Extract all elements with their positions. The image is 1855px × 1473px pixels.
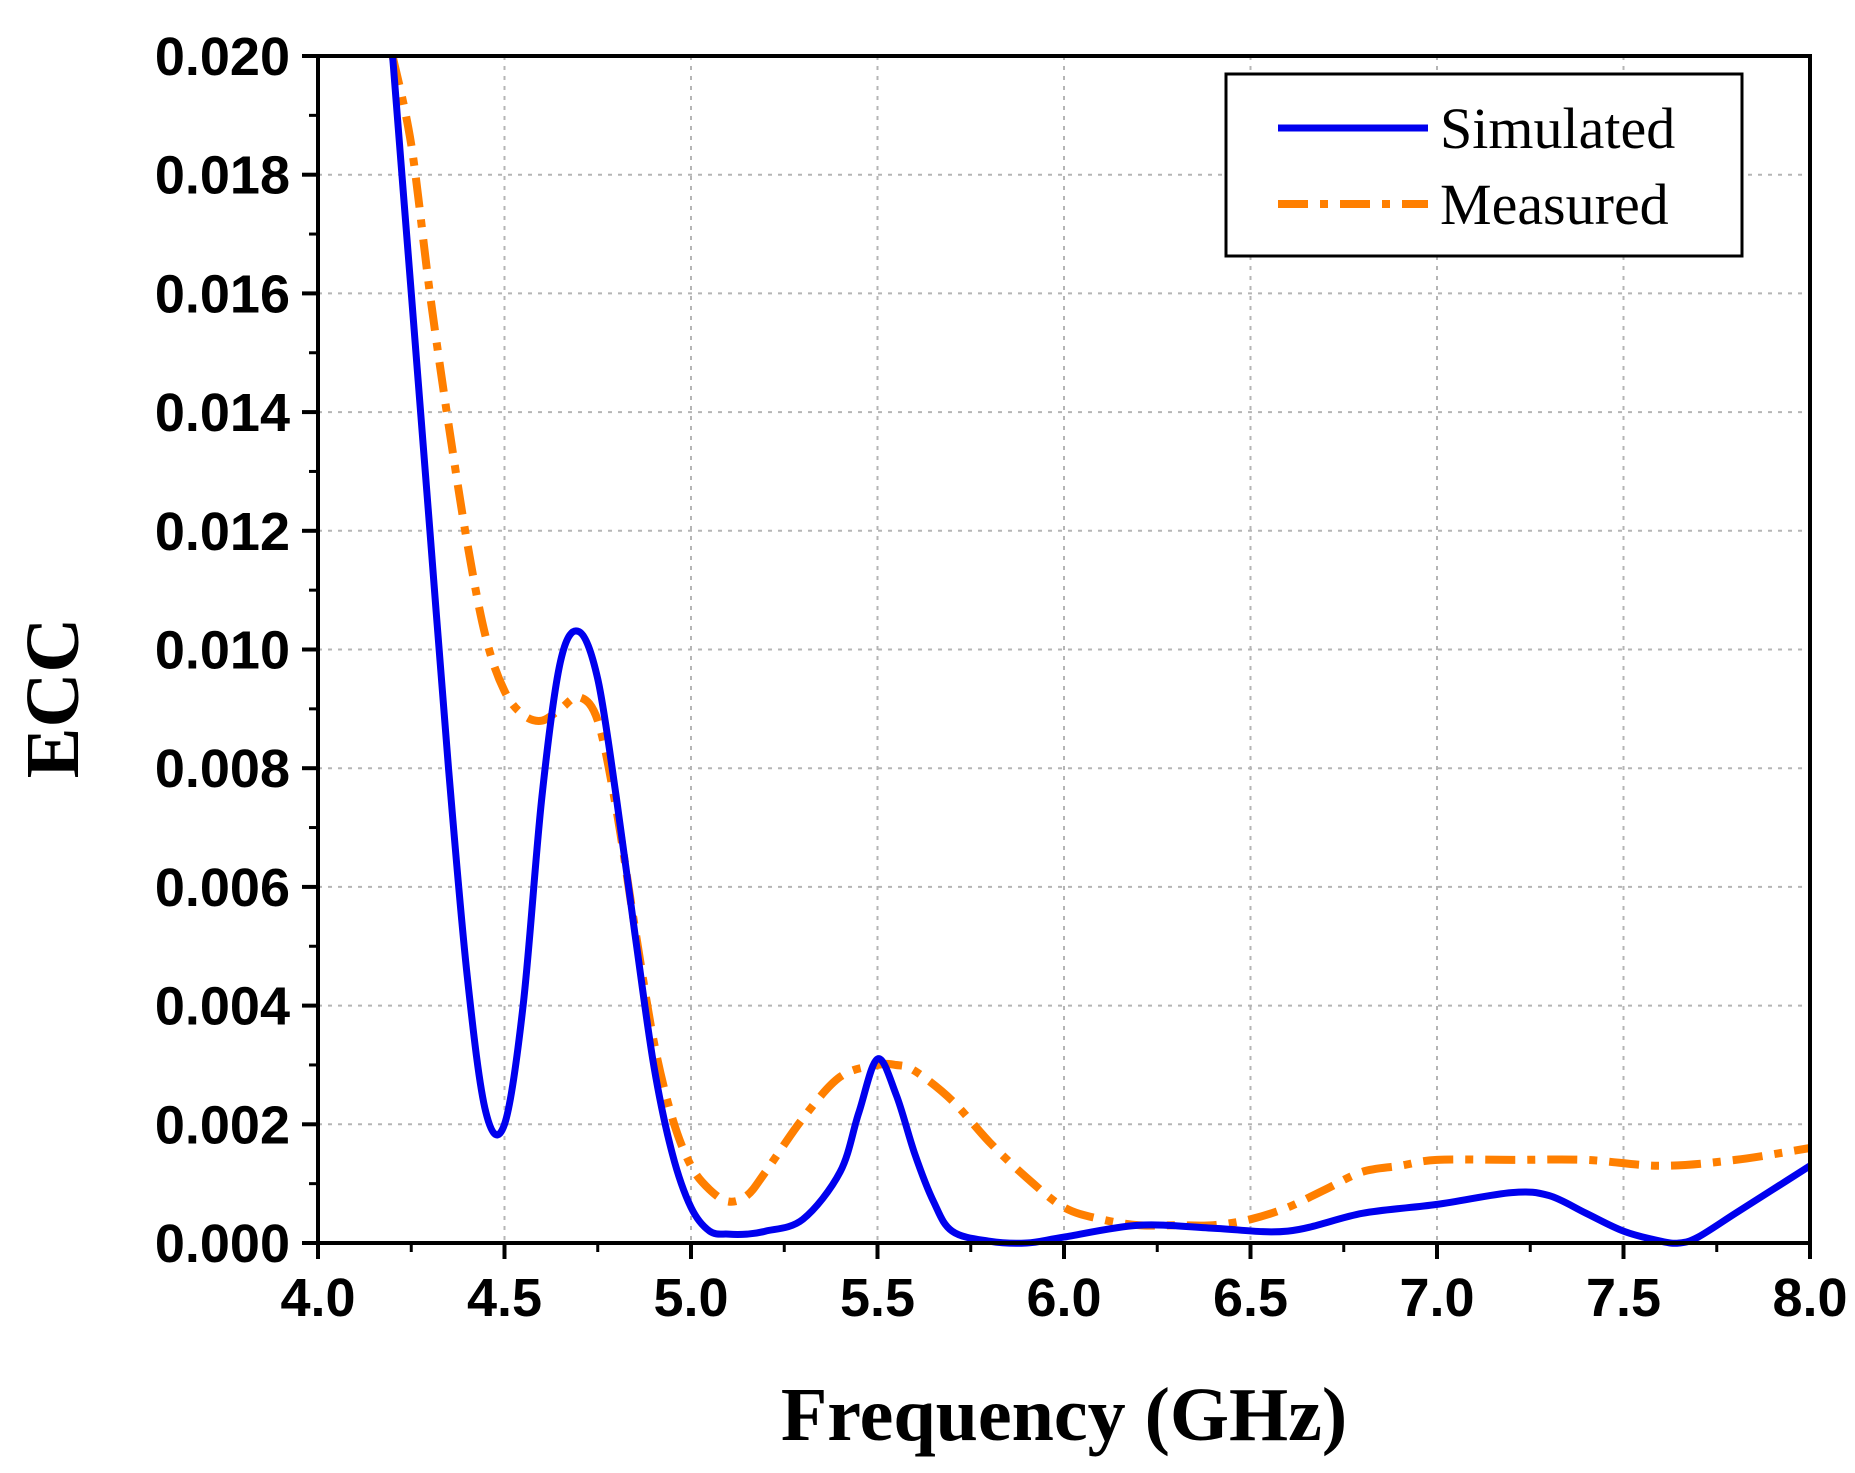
ticks — [302, 54, 1812, 1259]
x-tick-label: 4.0 — [280, 1268, 355, 1328]
y-tick-label: 0.020 — [155, 27, 290, 87]
x-tick-label: 5.5 — [840, 1268, 915, 1328]
legend-label-measured: Measured — [1440, 172, 1669, 237]
y-axis-title: ECC — [11, 618, 95, 778]
series-line-simulated — [389, 55, 1812, 1247]
legend-box — [1224, 72, 1744, 258]
x-tick-label: 8.0 — [1772, 1268, 1847, 1328]
y-tick-label: 0.012 — [155, 502, 290, 562]
x-tick-label: 5.0 — [653, 1268, 728, 1328]
legend: Simulated Measured — [1224, 72, 1744, 258]
series-layer — [388, 55, 1812, 1247]
y-tick-label: 0.016 — [155, 264, 290, 324]
y-tick-label: 0.018 — [155, 146, 290, 206]
x-tick-label: 6.0 — [1026, 1268, 1101, 1328]
x-tick-label: 7.5 — [1586, 1268, 1661, 1328]
series-line-measured — [388, 55, 1811, 1230]
x-tick-label: 6.5 — [1213, 1268, 1288, 1328]
y-tick-label: 0.010 — [155, 621, 290, 681]
x-tick-label: 4.5 — [467, 1268, 542, 1328]
y-tick-label: 0.004 — [155, 977, 290, 1037]
legend-label-simulated: Simulated — [1440, 96, 1675, 161]
y-tick-label: 0.008 — [155, 739, 290, 799]
x-tick-label: 7.0 — [1399, 1268, 1474, 1328]
y-tick-label: 0.014 — [155, 383, 290, 443]
grid — [318, 56, 1810, 1243]
x-axis-title: Frequency (GHz) — [781, 1373, 1347, 1457]
y-tick-label: 0.002 — [155, 1095, 290, 1155]
y-tick-label: 0.000 — [155, 1214, 290, 1274]
tick-labels: 4.0 4.5 5.0 5.5 6.0 6.5 7.0 7.5 8.0 0.000 0.002 0.0… — [155, 27, 1848, 1328]
y-tick-label: 0.006 — [155, 858, 290, 918]
